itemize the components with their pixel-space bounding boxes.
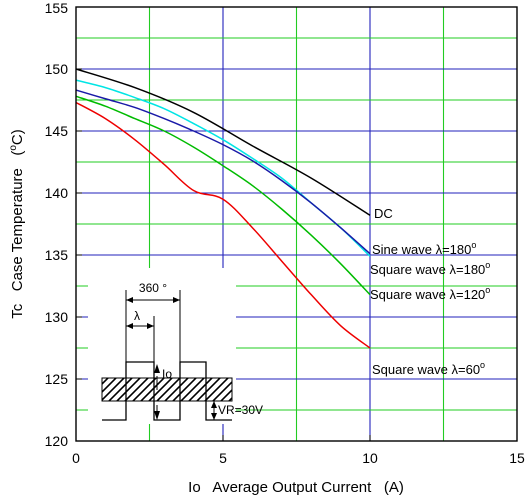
tick-marks [75,6,518,442]
lambda-arrow-right [147,323,154,329]
voltage-label: VR=30V [218,403,263,417]
series-line-4 [75,101,371,349]
x-axis-label: Io Average Output Current (A) [188,479,404,496]
plot-frame [75,6,518,442]
voltage-dim-arrow-bottom [211,413,217,420]
y-tick-label: 135 [45,247,69,263]
series-label-dc: DC [374,206,393,221]
series-label-square-120: Square wave λ=120o [370,285,490,302]
y-tick-label: 140 [45,185,69,201]
y-tick-label: 125 [45,371,69,387]
series-label-sine-180: Sine wave λ=180o [372,240,476,257]
y-tick-label: 120 [45,433,69,449]
y-axis-label: Tc Case Temperature (oC) [8,129,26,319]
current-arrow-head [154,364,160,373]
period-arrow-left [126,297,133,303]
lambda-label: λ [134,309,140,323]
x-tick-label: 15 [509,450,525,466]
voltage-dim-arrow-top [211,401,217,408]
series-line-3 [75,95,371,296]
current-label: Io [162,367,172,381]
voltage-arrow-bottom [154,411,160,420]
series-lines [75,68,371,349]
y-tick-label: 150 [45,61,69,77]
lambda-arrow-left [126,323,133,329]
y-tick-label: 155 [45,0,69,16]
voltage-band-hatch [101,377,233,402]
x-tick-label: 10 [362,450,378,466]
series-label-square-60: Square wave λ=60o [372,360,485,377]
series-label-square-180: Square wave λ=180o [370,260,490,277]
x-tick-label: 0 [72,450,80,466]
waveform-inset: 360 ° λ Io VR=30V [88,268,263,424]
y-tick-label: 145 [45,123,69,139]
x-tick-label: 5 [219,450,227,466]
period-label: 360 ° [139,281,167,295]
square-waveform [102,361,232,421]
series-line-0 [75,68,371,216]
series-line-2 [75,89,371,255]
period-arrow-right [173,297,180,303]
y-tick-label: 130 [45,309,69,325]
